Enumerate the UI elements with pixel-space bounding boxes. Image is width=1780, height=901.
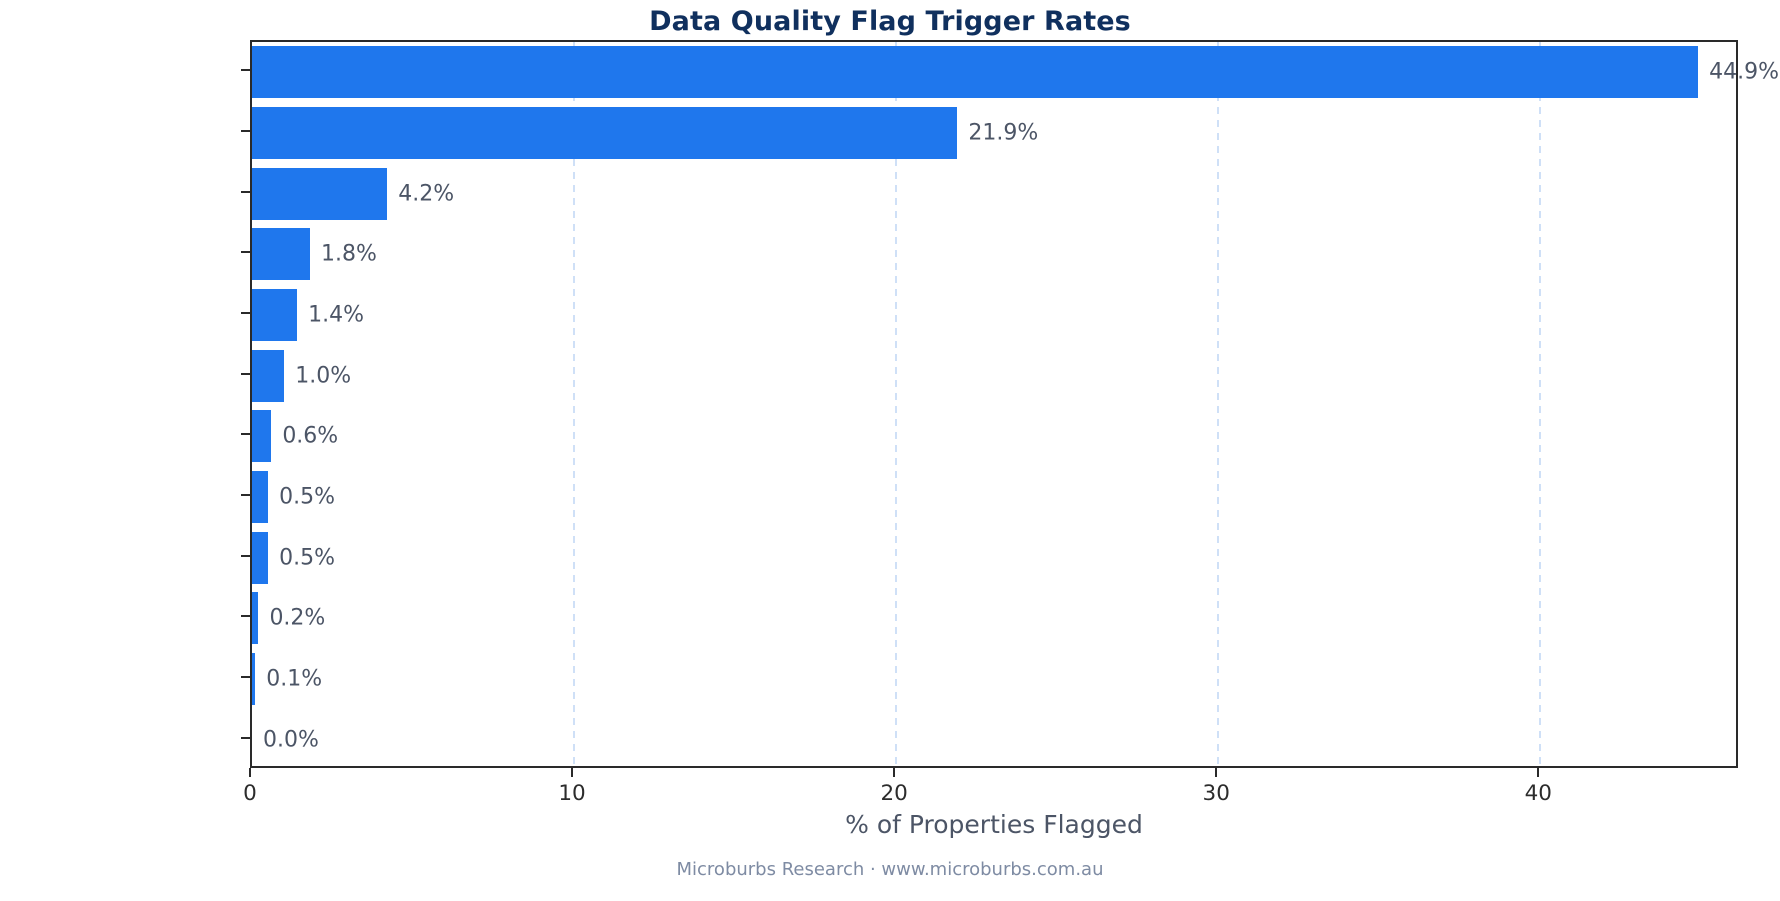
bar-row[interactable]: 44.9% <box>252 46 1779 99</box>
bar-row[interactable]: 0.0% <box>252 714 1740 766</box>
bar-row[interactable]: 1.0% <box>252 349 1740 402</box>
bar-row[interactable]: 0.1% <box>252 653 1740 705</box>
y-tick-mark <box>241 312 250 314</box>
x-tick-mark <box>893 768 896 777</box>
y-tick-mark <box>241 69 250 72</box>
x-tick-label: 30 <box>1202 781 1230 806</box>
y-tick-mark <box>241 676 250 678</box>
bar-value-label: 0.5% <box>279 545 335 571</box>
bar-row[interactable]: 1.8% <box>252 228 1740 281</box>
y-tick-mark <box>241 251 250 254</box>
bar[interactable] <box>252 592 259 645</box>
bar-row[interactable]: 21.9% <box>252 107 1740 159</box>
bar[interactable] <box>252 471 269 523</box>
bar[interactable] <box>252 531 269 584</box>
bar-row[interactable]: 0.2% <box>252 592 1740 645</box>
bar-value-label: 0.6% <box>282 423 339 449</box>
bar-value-label: 1.8% <box>320 241 377 267</box>
x-tick-label: 0 <box>243 781 257 806</box>
bar[interactable] <box>252 653 256 705</box>
chart-title: Data Quality Flag Trigger Rates <box>649 6 1131 37</box>
x-tick-label: 20 <box>880 781 908 806</box>
bar-value-label: 1.4% <box>308 302 364 328</box>
bar-value-label: 0.2% <box>269 605 326 631</box>
bar[interactable] <box>252 410 272 463</box>
y-tick-mark <box>241 615 250 618</box>
bar[interactable] <box>252 349 285 402</box>
y-tick-mark <box>241 433 250 436</box>
bar[interactable] <box>252 289 298 341</box>
y-tick-mark <box>241 554 250 557</box>
bar-value-label: 4.2% <box>398 181 455 207</box>
bar-value-label: 21.9% <box>968 120 1039 146</box>
gridline-x-30 <box>1217 42 1220 766</box>
bar[interactable] <box>252 228 310 281</box>
gridline-x-20 <box>895 42 898 766</box>
y-tick-mark <box>241 130 250 132</box>
bar[interactable] <box>252 107 958 159</box>
y-tick-mark <box>241 736 250 739</box>
bar-row[interactable]: 0.5% <box>252 531 1740 584</box>
bar-row[interactable]: 1.4% <box>252 289 1740 341</box>
gridline-x-10 <box>573 42 576 766</box>
y-tick-mark <box>241 494 250 496</box>
x-tick-mark <box>571 768 574 777</box>
plot-area: 44.9% 21.9% 4.2% 1.8% 1.4% 1.0% 0.6% 0.5% 0.5% 0.… <box>250 40 1779 768</box>
bar-value-label: 44.9% <box>1709 59 1780 85</box>
bar-value-label: 0.0% <box>263 727 319 753</box>
x-tick-mark <box>1537 768 1540 777</box>
bar-row[interactable]: 0.5% <box>252 471 1740 523</box>
bar-row[interactable]: 0.6% <box>252 410 1740 463</box>
footer-attribution: Microburbs Research · www.microburbs.com… <box>676 859 1104 880</box>
bar-value-label: 0.5% <box>279 484 335 510</box>
x-tick-label: 10 <box>558 781 586 806</box>
x-tick-mark <box>1215 768 1218 777</box>
y-tick-mark <box>241 190 250 193</box>
bar[interactable] <box>252 46 1699 99</box>
x-tick-label: 40 <box>1524 781 1552 806</box>
x-tick-mark <box>249 768 251 777</box>
bar-value-label: 0.1% <box>266 666 323 692</box>
gridline-x-40 <box>1539 42 1542 766</box>
bar[interactable] <box>252 167 388 220</box>
y-tick-mark <box>241 372 250 375</box>
x-axis-title: % of Properties Flagged <box>845 810 1143 839</box>
bar-value-label: 1.0% <box>295 363 352 389</box>
bar-row[interactable]: 4.2% <box>252 167 1740 220</box>
